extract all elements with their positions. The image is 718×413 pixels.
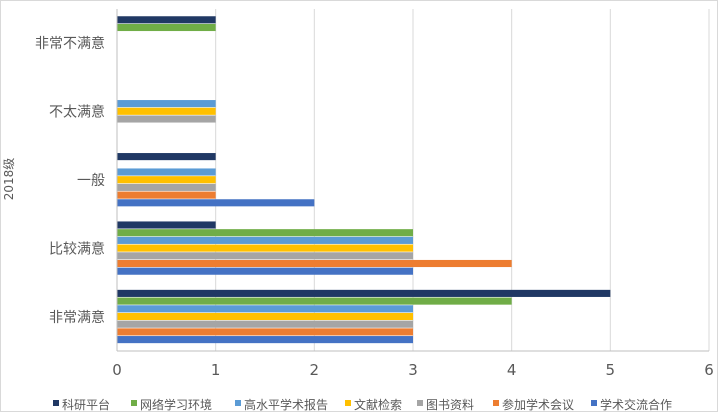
category-label: 不太满意 — [49, 104, 105, 121]
bar — [117, 252, 413, 260]
bar — [117, 289, 611, 297]
bar — [117, 328, 413, 336]
legend-swatch — [591, 400, 597, 406]
legend-label: 图书资料 — [426, 398, 474, 412]
legend-swatch — [417, 400, 423, 406]
bar — [117, 297, 512, 305]
category-label: 比较满意 — [49, 240, 105, 257]
legend-swatch — [235, 400, 241, 406]
bar — [117, 336, 413, 344]
legend-item: 参加学术会议 — [493, 397, 574, 412]
bar — [117, 259, 512, 268]
bar — [117, 244, 413, 252]
bar — [117, 168, 216, 176]
bar — [117, 107, 216, 115]
legend-item: 科研平台 — [53, 397, 110, 412]
x-tick-label: 1 — [211, 361, 221, 379]
bar — [117, 183, 216, 191]
x-tick-label: 6 — [704, 361, 714, 379]
bar — [117, 236, 413, 244]
bar — [117, 191, 216, 199]
bar — [117, 320, 413, 328]
x-tick-label: 2 — [310, 361, 320, 379]
category-label: 非常满意 — [49, 309, 105, 326]
legend-label: 高水平学术报告 — [244, 397, 328, 412]
bar — [117, 23, 216, 32]
legend-swatch — [131, 400, 137, 406]
legend-label: 学术交流合作 — [600, 397, 672, 412]
bars — [117, 16, 611, 344]
bar — [117, 100, 216, 108]
x-tick-label: 5 — [606, 361, 616, 379]
bar — [117, 229, 413, 237]
bar — [117, 176, 216, 184]
legend-label: 文献检索 — [354, 397, 402, 412]
bar — [117, 267, 413, 275]
legend-swatch — [345, 400, 351, 406]
legend-swatch — [53, 400, 59, 406]
axes: 0 1 2 3 4 5 6 非常满意 比较满意 一般 不太满意 非常不满意 2018级 — [2, 9, 714, 379]
group-label: 2018级 — [2, 158, 16, 201]
x-tick-label: 0 — [112, 361, 122, 379]
legend-item: 网络学习环境 — [131, 397, 212, 412]
bar — [117, 221, 216, 229]
bar — [117, 115, 216, 123]
x-tick-label: 4 — [507, 361, 517, 379]
legend-item: 学术交流合作 — [591, 397, 672, 412]
legend: 科研平台 网络学习环境 高水平学术报告 文献检索 图书资料 参加学术会议 学术交流合作 — [53, 397, 672, 412]
legend-label: 参加学术会议 — [502, 397, 574, 412]
bar — [117, 16, 216, 24]
category-label: 一般 — [77, 173, 105, 189]
legend-swatch — [493, 400, 499, 406]
bar — [117, 312, 413, 321]
bar — [117, 305, 413, 313]
category-label: 非常不满意 — [35, 35, 105, 52]
legend-label: 科研平台 — [62, 397, 110, 412]
legend-item: 文献检索 — [345, 397, 402, 412]
legend-item: 图书资料 — [417, 398, 474, 412]
legend-item: 高水平学术报告 — [235, 397, 328, 412]
legend-label: 网络学习环境 — [140, 397, 212, 412]
bar — [117, 153, 216, 161]
x-tick-label: 3 — [408, 361, 418, 379]
bar — [117, 199, 315, 207]
